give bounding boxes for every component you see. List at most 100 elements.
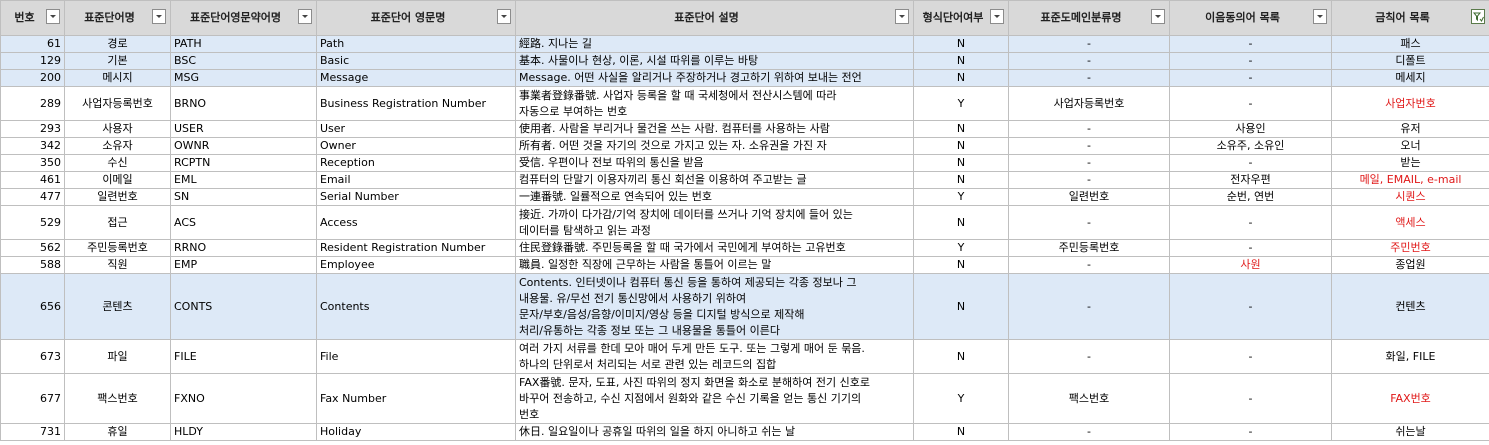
cell-formal[interactable]: N bbox=[913, 69, 1009, 87]
table-row[interactable]: 673 파일 FILE File 여러 가지 서류를 한데 모아 매어 두게 만든 도구… bbox=[0, 339, 1489, 374]
cell-domain[interactable]: 팩스번호 bbox=[1008, 373, 1170, 424]
cell-abbr[interactable]: CONTS bbox=[170, 273, 317, 340]
cell-desc[interactable]: Contents. 인터넷이나 컴퓨터 통신 등을 통하여 제공되는 각종 정보… bbox=[515, 273, 914, 340]
cell-forbidden[interactable]: 받는 bbox=[1331, 154, 1489, 172]
filter-dropdown-icon[interactable] bbox=[1313, 9, 1327, 24]
cell-synonym[interactable]: - bbox=[1169, 239, 1332, 257]
cell-abbr[interactable]: SN bbox=[170, 188, 317, 206]
cell-formal[interactable]: N bbox=[913, 256, 1009, 274]
cell-abbr[interactable]: HLDY bbox=[170, 423, 317, 441]
cell-eng[interactable]: Message bbox=[316, 69, 516, 87]
cell-abbr[interactable]: FILE bbox=[170, 339, 317, 374]
cell-eng[interactable]: Owner bbox=[316, 137, 516, 155]
cell-formal[interactable]: N bbox=[913, 171, 1009, 189]
cell-name[interactable]: 일련번호 bbox=[64, 188, 171, 206]
filter-dropdown-icon[interactable] bbox=[990, 9, 1004, 24]
cell-no[interactable]: 677 bbox=[0, 373, 65, 424]
cell-forbidden[interactable]: 메세지 bbox=[1331, 69, 1489, 87]
cell-synonym[interactable]: - bbox=[1169, 154, 1332, 172]
cell-desc[interactable]: Message. 어떤 사실을 알리거나 주장하거나 경고하기 위하여 보내는 … bbox=[515, 69, 914, 87]
cell-domain[interactable]: - bbox=[1008, 339, 1170, 374]
cell-desc[interactable]: 休日. 일요일이나 공휴일 따위의 일을 하지 아니하고 쉬는 날 bbox=[515, 423, 914, 441]
cell-abbr[interactable]: PATH bbox=[170, 35, 317, 53]
cell-no[interactable]: 562 bbox=[0, 239, 65, 257]
cell-no[interactable]: 477 bbox=[0, 188, 65, 206]
cell-formal[interactable]: Y bbox=[913, 86, 1009, 121]
cell-domain[interactable]: - bbox=[1008, 273, 1170, 340]
table-row[interactable]: 289 사업자등록번호 BRNO Business Registration Numb… bbox=[0, 86, 1489, 121]
cell-eng[interactable]: Resident Registration Number bbox=[316, 239, 516, 257]
cell-synonym[interactable]: - bbox=[1169, 373, 1332, 424]
cell-desc[interactable]: 基本. 사물이나 현상, 이론, 시설 따위를 이루는 바탕 bbox=[515, 52, 914, 70]
cell-name[interactable]: 이메일 bbox=[64, 171, 171, 189]
filter-dropdown-icon[interactable] bbox=[298, 9, 312, 24]
cell-desc[interactable]: 經路. 지나는 길 bbox=[515, 35, 914, 53]
cell-forbidden[interactable]: 유저 bbox=[1331, 120, 1489, 138]
cell-name[interactable]: 콘텐츠 bbox=[64, 273, 171, 340]
cell-eng[interactable]: Path bbox=[316, 35, 516, 53]
cell-no[interactable]: 461 bbox=[0, 171, 65, 189]
cell-formal[interactable]: N bbox=[913, 339, 1009, 374]
cell-abbr[interactable]: USER bbox=[170, 120, 317, 138]
cell-no[interactable]: 529 bbox=[0, 205, 65, 240]
table-row[interactable]: 677 팩스번호 FXNO Fax Number FAX番號. 문자, 도표, 사진 따… bbox=[0, 373, 1489, 424]
cell-eng[interactable]: Reception bbox=[316, 154, 516, 172]
cell-no[interactable]: 129 bbox=[0, 52, 65, 70]
cell-domain[interactable]: - bbox=[1008, 171, 1170, 189]
cell-formal[interactable]: N bbox=[913, 205, 1009, 240]
cell-domain[interactable]: - bbox=[1008, 120, 1170, 138]
cell-synonym[interactable]: - bbox=[1169, 423, 1332, 441]
cell-forbidden[interactable]: 컨텐츠 bbox=[1331, 273, 1489, 340]
table-row[interactable]: 461 이메일 EML Email 컴퓨터의 단말기 이용자끼리 통신 회선을 이용하여… bbox=[0, 171, 1489, 189]
cell-name[interactable]: 팩스번호 bbox=[64, 373, 171, 424]
cell-forbidden[interactable]: FAX번호 bbox=[1331, 373, 1489, 424]
cell-desc[interactable]: 所有者. 어떤 것을 자기의 것으로 가지고 있는 자. 소유권을 가진 자 bbox=[515, 137, 914, 155]
cell-domain[interactable]: - bbox=[1008, 137, 1170, 155]
cell-forbidden[interactable]: 메일, EMAIL, e-mail bbox=[1331, 171, 1489, 189]
cell-forbidden[interactable]: 시퀀스 bbox=[1331, 188, 1489, 206]
cell-synonym[interactable]: - bbox=[1169, 69, 1332, 87]
filter-dropdown-icon[interactable] bbox=[1151, 9, 1165, 24]
cell-synonym[interactable]: - bbox=[1169, 205, 1332, 240]
cell-formal[interactable]: N bbox=[913, 120, 1009, 138]
cell-forbidden[interactable]: 디폴트 bbox=[1331, 52, 1489, 70]
table-row[interactable]: 129 기본 BSC Basic 基本. 사물이나 현상, 이론, 시설 따위를 이루는… bbox=[0, 52, 1489, 70]
cell-formal[interactable]: N bbox=[913, 154, 1009, 172]
cell-formal[interactable]: N bbox=[913, 273, 1009, 340]
cell-abbr[interactable]: EML bbox=[170, 171, 317, 189]
cell-desc[interactable]: 接近. 가까이 다가감/기억 장치에 데이터를 쓰거나 기억 장치에 들어 있는… bbox=[515, 205, 914, 240]
cell-name[interactable]: 접근 bbox=[64, 205, 171, 240]
cell-domain[interactable]: 주민등록번호 bbox=[1008, 239, 1170, 257]
cell-formal[interactable]: N bbox=[913, 35, 1009, 53]
cell-synonym[interactable]: 순번, 연번 bbox=[1169, 188, 1332, 206]
cell-name[interactable]: 휴일 bbox=[64, 423, 171, 441]
cell-name[interactable]: 직원 bbox=[64, 256, 171, 274]
cell-name[interactable]: 주민등록번호 bbox=[64, 239, 171, 257]
filter-dropdown-icon[interactable] bbox=[152, 9, 166, 24]
filter-dropdown-icon[interactable] bbox=[895, 9, 909, 24]
cell-forbidden[interactable]: 사업자번호 bbox=[1331, 86, 1489, 121]
cell-formal[interactable]: N bbox=[913, 423, 1009, 441]
cell-formal[interactable]: Y bbox=[913, 239, 1009, 257]
cell-synonym[interactable]: - bbox=[1169, 35, 1332, 53]
cell-no[interactable]: 350 bbox=[0, 154, 65, 172]
table-row[interactable]: 293 사용자 USER User 使用者. 사람을 부리거나 물건을 쓰는 사람. 컴… bbox=[0, 120, 1489, 138]
cell-no[interactable]: 289 bbox=[0, 86, 65, 121]
cell-domain[interactable]: - bbox=[1008, 205, 1170, 240]
cell-domain[interactable]: - bbox=[1008, 154, 1170, 172]
cell-eng[interactable]: Fax Number bbox=[316, 373, 516, 424]
cell-forbidden[interactable]: 주민번호 bbox=[1331, 239, 1489, 257]
cell-domain[interactable]: - bbox=[1008, 423, 1170, 441]
cell-forbidden[interactable]: 화일, FILE bbox=[1331, 339, 1489, 374]
cell-name[interactable]: 메시지 bbox=[64, 69, 171, 87]
cell-abbr[interactable]: ACS bbox=[170, 205, 317, 240]
cell-synonym[interactable]: - bbox=[1169, 52, 1332, 70]
cell-name[interactable]: 수신 bbox=[64, 154, 171, 172]
cell-desc[interactable]: 事業者登錄番號. 사업자 등록을 할 때 국세청에서 전산시스템에 따라 자동으로… bbox=[515, 86, 914, 121]
cell-formal[interactable]: N bbox=[913, 137, 1009, 155]
cell-no[interactable]: 656 bbox=[0, 273, 65, 340]
cell-formal[interactable]: Y bbox=[913, 188, 1009, 206]
cell-forbidden[interactable]: 액세스 bbox=[1331, 205, 1489, 240]
cell-eng[interactable]: Employee bbox=[316, 256, 516, 274]
cell-abbr[interactable]: RCPTN bbox=[170, 154, 317, 172]
